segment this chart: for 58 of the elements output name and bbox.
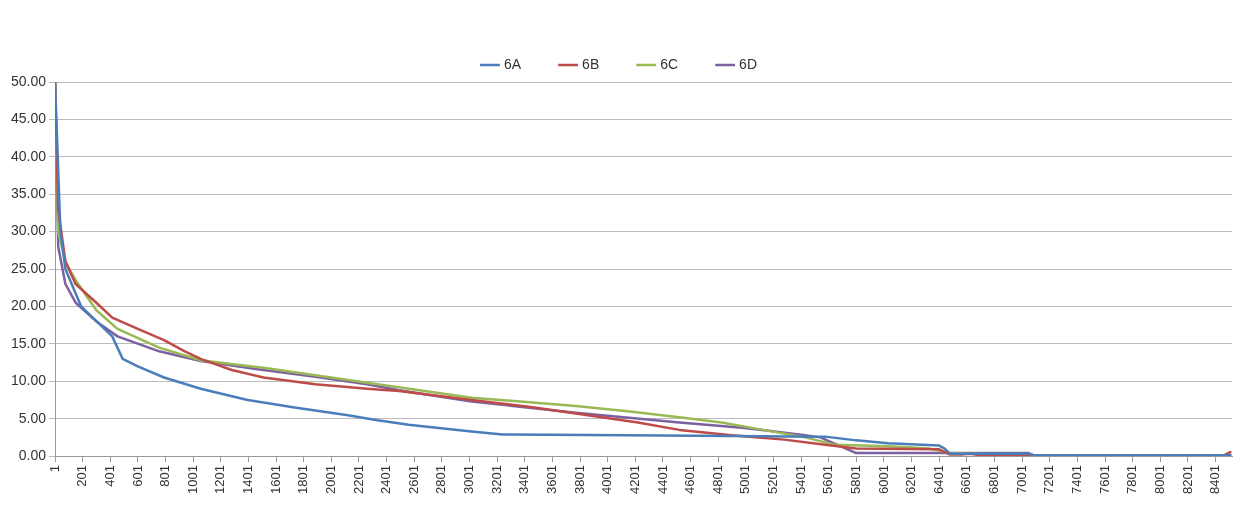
x-tick-label: 5401 (792, 465, 808, 494)
y-tick-label: 5.00 (18, 409, 47, 426)
x-tick-label: 8401 (1207, 465, 1223, 494)
legend-label: 6C (660, 55, 679, 72)
x-tick-label: 2201 (350, 465, 366, 494)
x-tick-label: 1001 (184, 465, 200, 494)
x-tick-label: 2801 (433, 465, 449, 494)
y-tick-label: 45.00 (10, 110, 47, 127)
y-tick-label: 10.00 (10, 372, 47, 389)
legend-label: 6B (582, 55, 600, 72)
y-tick-label: 50.00 (10, 72, 47, 89)
x-tick-label: 801 (157, 465, 173, 487)
x-tick-label: 5601 (820, 465, 836, 494)
x-tick-label: 3801 (571, 465, 587, 494)
x-tick-label: 8001 (1151, 465, 1167, 494)
x-tick-label: 4201 (626, 465, 642, 494)
y-tick-label: 40.00 (10, 147, 47, 164)
x-tick-label: 401 (101, 465, 117, 487)
x-tick-label: 601 (129, 465, 145, 487)
x-tick-label: 2001 (322, 465, 338, 494)
legend-label: 6D (739, 55, 758, 72)
y-tick-label: 35.00 (10, 185, 47, 202)
x-tick-label: 4401 (654, 465, 670, 494)
y-tick-label: 0.00 (18, 446, 47, 463)
y-tick-label: 20.00 (10, 297, 47, 314)
x-tick-label: 3201 (488, 465, 504, 494)
x-tick-label: 2401 (378, 465, 394, 494)
x-tick-label: 7801 (1124, 465, 1140, 494)
legend-label: 6A (503, 55, 522, 72)
x-tick-label: 6801 (986, 465, 1002, 494)
x-tick-label: 6201 (903, 465, 919, 494)
x-tick-label: 1601 (267, 465, 283, 494)
x-tick-label: 8201 (1179, 465, 1195, 494)
x-tick-label: 1 (46, 465, 62, 473)
x-tick-label: 6401 (930, 465, 946, 494)
x-tick-label: 3401 (516, 465, 532, 494)
x-tick-label: 5801 (847, 465, 863, 494)
x-tick-label: 4001 (599, 465, 615, 494)
x-tick-label: 4801 (709, 465, 725, 494)
x-tick-label: 1801 (295, 465, 311, 494)
x-tick-label: 5001 (737, 465, 753, 494)
x-tick-label: 201 (74, 465, 90, 487)
x-tick-label: 7001 (1013, 465, 1029, 494)
y-tick-label: 15.00 (10, 334, 47, 351)
x-tick-label: 6001 (875, 465, 891, 494)
x-tick-label: 4601 (682, 465, 698, 494)
x-tick-label: 2601 (405, 465, 421, 494)
x-tick-label: 1401 (240, 465, 256, 494)
x-tick-label: 1201 (212, 465, 228, 494)
x-tick-label: 7401 (1068, 465, 1084, 494)
y-tick-label: 30.00 (10, 222, 47, 239)
x-tick-label: 3601 (543, 465, 559, 494)
x-tick-label: 5201 (765, 465, 781, 494)
x-tick-label: 3001 (461, 465, 477, 494)
x-tick-label: 6601 (958, 465, 974, 494)
x-tick-label: 7601 (1096, 465, 1112, 494)
x-tick-label: 7201 (1041, 465, 1057, 494)
y-tick-label: 25.00 (10, 259, 47, 276)
